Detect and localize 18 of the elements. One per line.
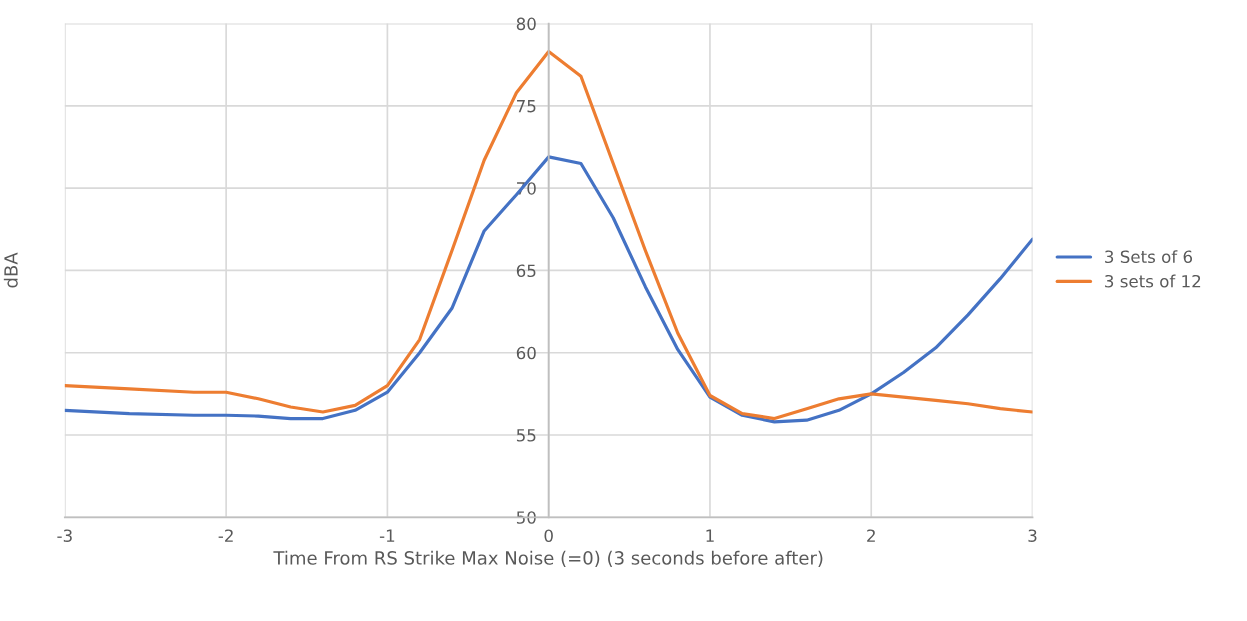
legend-label: 3 Sets of 6 xyxy=(1105,250,1193,264)
x-tick-label: -1 xyxy=(379,529,395,542)
y-axis-title: dBA xyxy=(3,252,18,288)
y-tick-label: 65 xyxy=(516,264,536,278)
x-tick-label: 1 xyxy=(706,529,714,542)
x-tick-label: -3 xyxy=(57,529,72,542)
legend-label: 3 sets of 12 xyxy=(1105,274,1201,288)
x-axis-title: Time From RS Strike Max Noise (=0) (3 seconds before after) xyxy=(273,550,823,567)
line-series xyxy=(64,155,1033,424)
y-tick-label: 75 xyxy=(517,100,536,113)
line-series xyxy=(64,49,1033,421)
y-tick-label: 55 xyxy=(516,429,536,442)
x-tick-label: 2 xyxy=(867,529,875,542)
y-tick-label: 80 xyxy=(516,17,536,31)
x-tick-label: -2 xyxy=(218,529,233,542)
x-tick-label: 0 xyxy=(544,529,553,542)
x-tick-label: 3 xyxy=(1028,529,1037,542)
y-tick-label: 60 xyxy=(516,346,536,360)
